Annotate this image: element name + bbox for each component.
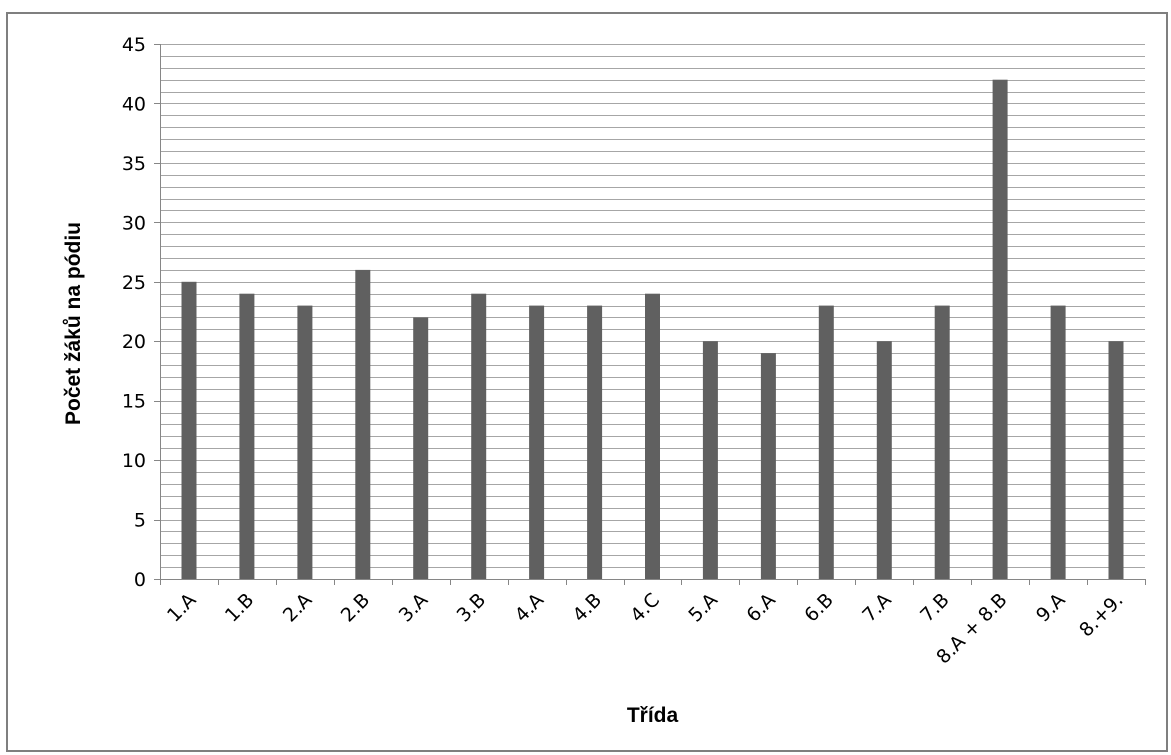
y-tick-label: 15 bbox=[122, 391, 146, 413]
x-tick-label: 3.B bbox=[453, 589, 491, 627]
y-tick-label: 30 bbox=[122, 212, 146, 234]
x-tick-label: 7.A bbox=[858, 589, 896, 627]
x-tick-label: 1.A bbox=[163, 589, 201, 627]
y-tick-label: 10 bbox=[122, 450, 146, 472]
x-tick-label: 7.B bbox=[916, 589, 954, 627]
x-tick-label: 1.B bbox=[221, 589, 259, 627]
bar bbox=[645, 293, 660, 579]
x-tick-labels: 1.A 1.B 2.A 2.B 3.A 3.B 4.A 4.B 4.C 5.A 6.A 6.B 7.A 7… bbox=[163, 589, 1128, 668]
bar bbox=[471, 293, 487, 579]
bar bbox=[992, 79, 1008, 579]
bar bbox=[1050, 305, 1066, 579]
bar bbox=[818, 305, 834, 579]
y-tick-label: 5 bbox=[134, 510, 146, 532]
bar bbox=[1108, 341, 1124, 579]
y-tick-label: 35 bbox=[122, 153, 146, 175]
chart-frame bbox=[6, 12, 1168, 752]
x-tick-label: 9.A bbox=[1032, 589, 1070, 627]
x-tick-label: 3.A bbox=[395, 589, 433, 627]
bar bbox=[297, 305, 313, 579]
bar bbox=[702, 341, 718, 579]
bar bbox=[934, 305, 950, 579]
bar bbox=[876, 341, 892, 579]
x-tick-label: 2.A bbox=[279, 589, 317, 627]
y-tick-label: 0 bbox=[134, 569, 146, 591]
bar bbox=[587, 305, 603, 579]
x-tick-label: 4.A bbox=[511, 589, 549, 627]
y-tick-label: 25 bbox=[122, 272, 146, 294]
x-tick-label: 6.A bbox=[742, 589, 780, 627]
x-tick-label: 8.+9. bbox=[1075, 589, 1127, 641]
bar bbox=[529, 305, 545, 579]
bar-series bbox=[181, 79, 1124, 579]
x-tick-label: 5.A bbox=[684, 589, 722, 627]
bar bbox=[181, 281, 197, 579]
y-axis-title: Počet žáků na pódiu bbox=[62, 222, 85, 425]
bar bbox=[760, 353, 776, 579]
bar bbox=[239, 293, 255, 579]
y-tick-label: 40 bbox=[122, 93, 146, 115]
y-tick-labels: 0 5 10 15 20 25 30 35 40 45 bbox=[122, 34, 146, 591]
x-tick-label: 6.B bbox=[800, 589, 838, 627]
y-tick-label: 45 bbox=[122, 34, 146, 56]
x-tick-label: 4.B bbox=[568, 589, 606, 627]
x-tick-label: 2.B bbox=[337, 589, 375, 627]
bar bbox=[413, 317, 429, 579]
y-tick-label: 20 bbox=[122, 331, 146, 353]
x-axis-title: Třída bbox=[627, 704, 679, 727]
axes bbox=[154, 44, 1146, 585]
x-tick-label: 4.C bbox=[626, 589, 664, 627]
bar bbox=[355, 269, 371, 579]
